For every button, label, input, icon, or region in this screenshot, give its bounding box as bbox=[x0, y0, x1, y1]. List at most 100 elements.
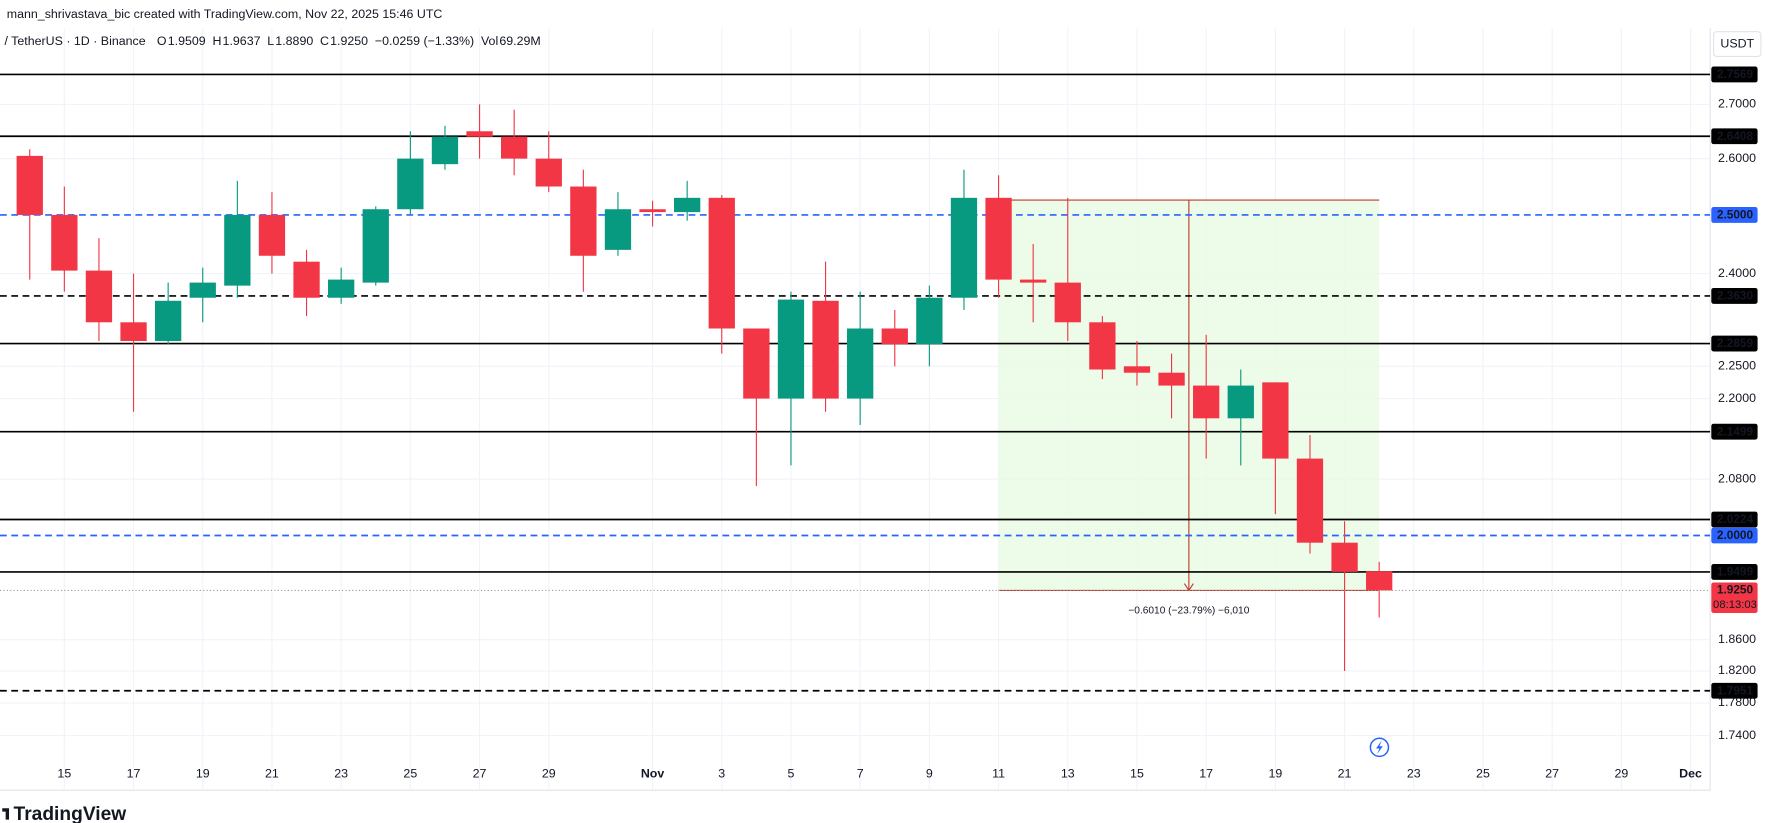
candle-body bbox=[1262, 382, 1289, 459]
x-tick-label: 3 bbox=[718, 767, 725, 781]
candle-body bbox=[85, 270, 113, 323]
candle-body bbox=[1331, 542, 1358, 572]
price-label: 2.0000 bbox=[1717, 528, 1754, 542]
price-label-box bbox=[1711, 564, 1758, 580]
candle-body bbox=[224, 214, 251, 286]
legend-item: 1.9637 bbox=[223, 34, 261, 48]
x-tick-label: 7 bbox=[857, 767, 864, 781]
candle-body bbox=[1296, 458, 1324, 543]
legend-item: Vol bbox=[481, 34, 498, 48]
countdown: 08:13:03 bbox=[1713, 599, 1757, 611]
candle-body bbox=[1193, 385, 1220, 419]
candle-body bbox=[1227, 385, 1254, 419]
price-label-box bbox=[1711, 423, 1758, 440]
price-label-box bbox=[1711, 207, 1758, 223]
price-label: 1.9499 bbox=[1717, 565, 1754, 579]
y-tick-label: 2.7000 bbox=[1718, 97, 1756, 111]
price-label-box bbox=[1711, 527, 1758, 544]
candle-body bbox=[51, 214, 78, 271]
price-label-box bbox=[1711, 511, 1758, 528]
legend-item: H bbox=[212, 34, 221, 48]
x-tick-label: 13 bbox=[1061, 767, 1075, 781]
candle-body bbox=[362, 209, 389, 283]
x-tick-label: 19 bbox=[196, 767, 210, 781]
legend-item: O bbox=[157, 34, 167, 48]
legend-item: 1.9250 bbox=[330, 34, 368, 48]
y-tick-label: 2.2000 bbox=[1718, 391, 1756, 405]
x-tick-label: 19 bbox=[1268, 767, 1282, 781]
legend-item: −0.0259 (−1.33%) bbox=[375, 34, 474, 48]
price-label-box bbox=[1711, 128, 1758, 145]
price-label-box bbox=[1711, 335, 1758, 352]
candle-body bbox=[120, 322, 147, 341]
candle-body bbox=[708, 197, 735, 329]
legend-item: 1.8890 bbox=[275, 34, 313, 48]
price-label: 1.7951 bbox=[1717, 683, 1754, 697]
candle-body bbox=[155, 300, 182, 341]
x-tick-label: 25 bbox=[403, 767, 417, 781]
x-tick-label: 27 bbox=[1545, 767, 1559, 781]
candle-body bbox=[1366, 571, 1393, 591]
candle-body bbox=[604, 209, 632, 250]
price-label-box bbox=[1711, 288, 1758, 304]
legend-item: 69.29M bbox=[499, 34, 540, 48]
y-tick-label: 2.4000 bbox=[1718, 266, 1756, 280]
price-label-box bbox=[1711, 682, 1758, 699]
axes: 2.7000 2.6000 2.4000 2.2500 2.2000 2.0800 1.86… bbox=[57, 66, 1758, 781]
candle-body bbox=[639, 209, 666, 213]
candle-body bbox=[1089, 322, 1116, 370]
last-price-label: 1.9250 bbox=[1717, 583, 1754, 597]
price-label: 2.5000 bbox=[1717, 208, 1754, 222]
candle-body bbox=[258, 214, 286, 256]
x-tick-label: 17 bbox=[127, 767, 141, 781]
x-tick-label: 23 bbox=[334, 767, 348, 781]
logo: TradingView bbox=[2, 804, 126, 823]
measure-label: −0.6010 (−23.79%) −6,010 bbox=[1128, 605, 1249, 616]
y-tick-label: 2.6000 bbox=[1718, 151, 1756, 165]
logo-text: TradingView bbox=[14, 804, 127, 823]
candle-body bbox=[1123, 366, 1151, 373]
x-tick-label: 27 bbox=[473, 767, 487, 781]
legend-item: C bbox=[320, 34, 329, 48]
x-tick-label: 11 bbox=[992, 767, 1005, 781]
x-tick-label: 21 bbox=[1338, 767, 1352, 781]
price-label: 2.0224 bbox=[1717, 512, 1754, 526]
x-tick-label: 9 bbox=[926, 767, 933, 781]
ohlc-legend: O 1.9509 H 1.9637 L 1.8890 C 1.9250 −0.0259 (−1.… bbox=[157, 34, 541, 48]
candle-body bbox=[674, 197, 701, 213]
candle-body bbox=[812, 300, 839, 399]
currency[interactable]: USDT bbox=[1720, 36, 1754, 50]
candle-body bbox=[431, 136, 459, 165]
price-label: 2.6408 bbox=[1717, 129, 1754, 143]
currency-button[interactable] bbox=[1712, 31, 1762, 58]
price-label: 2.7569 bbox=[1717, 67, 1754, 81]
credit: mann_shrivastava_bic created with Tradin… bbox=[7, 7, 443, 21]
legend-item: 1.9509 bbox=[168, 34, 206, 48]
y-tick-label: 1.8600 bbox=[1718, 632, 1756, 646]
x-tick-label: 5 bbox=[788, 767, 795, 781]
candle-body bbox=[881, 328, 908, 345]
price-label-box bbox=[1711, 66, 1758, 83]
x-tick-label: 17 bbox=[1199, 767, 1213, 781]
candle-body bbox=[16, 155, 43, 215]
candle-body bbox=[501, 136, 528, 159]
candle-body bbox=[189, 282, 216, 298]
x-tick-label: Dec bbox=[1679, 767, 1702, 781]
candle-body bbox=[916, 297, 943, 345]
candle-body bbox=[397, 158, 424, 210]
x-tick-label: Nov bbox=[641, 767, 665, 781]
y-tick-label: 2.2500 bbox=[1718, 359, 1756, 373]
candle-body bbox=[847, 328, 874, 399]
candle-body bbox=[985, 197, 1012, 280]
x-tick-label: 29 bbox=[1614, 767, 1628, 781]
candle-body bbox=[535, 158, 562, 187]
x-tick-label: 21 bbox=[265, 767, 279, 781]
y-tick-label: 1.8200 bbox=[1718, 663, 1756, 677]
candle-body bbox=[950, 197, 978, 298]
candle-body bbox=[1054, 282, 1081, 323]
x-tick-label: 25 bbox=[1476, 767, 1490, 781]
candle-body bbox=[743, 328, 770, 399]
event-icon bbox=[1369, 737, 1390, 758]
